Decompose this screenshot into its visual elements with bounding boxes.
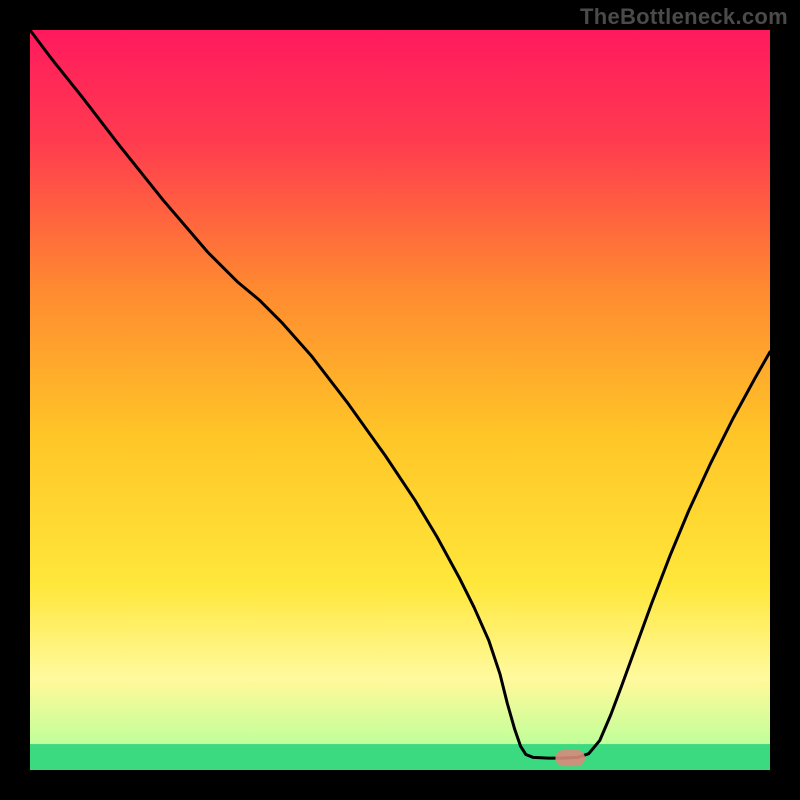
optimum-marker bbox=[555, 750, 585, 766]
watermark-text: TheBottleneck.com bbox=[580, 4, 788, 30]
gradient-background bbox=[30, 30, 770, 770]
figure-frame: TheBottleneck.com bbox=[0, 0, 800, 800]
plot-svg bbox=[30, 30, 770, 770]
pale-band bbox=[30, 681, 770, 744]
plot-area bbox=[30, 30, 770, 770]
green-band bbox=[30, 744, 770, 770]
